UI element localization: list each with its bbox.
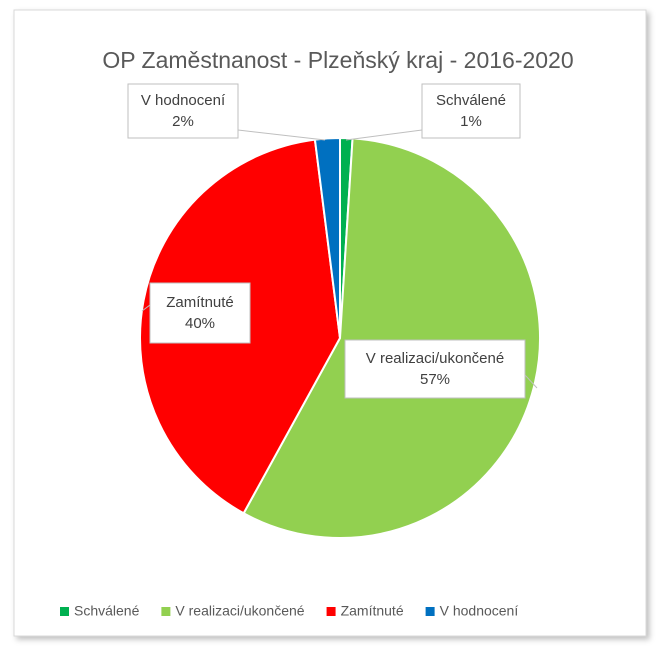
- legend: Schválené V realizaci/ukončené Zamítnuté V …: [60, 603, 518, 619]
- leader-line: [345, 129, 423, 141]
- label-box: [149, 282, 251, 344]
- chart-title: OP Zaměstnanost - Plzeňský kraj - 2016-2…: [102, 47, 573, 73]
- legend-swatch: [161, 607, 171, 616]
- data-labels: Schválené 1% V realizaci/ukončené 57% Zamítn…: [127, 83, 538, 399]
- label-category: V hodnocení: [141, 92, 226, 109]
- label-value: 2%: [172, 113, 194, 130]
- leader-line: [141, 304, 151, 312]
- legend-label: Zamítnuté: [341, 603, 404, 619]
- slice: [242, 137, 541, 539]
- label-box: [344, 339, 526, 399]
- legend-swatch: [326, 607, 336, 616]
- legend-swatch: [425, 607, 435, 616]
- label-box: [421, 83, 521, 139]
- label-value: 57%: [420, 371, 450, 388]
- legend-label: Schválené: [74, 603, 140, 619]
- legend-label: V realizaci/ukončené: [175, 603, 304, 619]
- legend-swatch: [60, 607, 69, 616]
- slice: [313, 136, 341, 339]
- label-category: Zamítnuté: [166, 294, 234, 311]
- leader-line: [524, 374, 538, 389]
- legend-label: V hodnocení: [440, 603, 519, 619]
- leader-line: [237, 129, 326, 141]
- label-category: V realizaci/ukončené: [366, 350, 504, 367]
- label-category: Schválené: [436, 92, 506, 109]
- label-value: 40%: [185, 315, 215, 332]
- label-value: 1%: [460, 113, 482, 130]
- label-box: [127, 83, 239, 139]
